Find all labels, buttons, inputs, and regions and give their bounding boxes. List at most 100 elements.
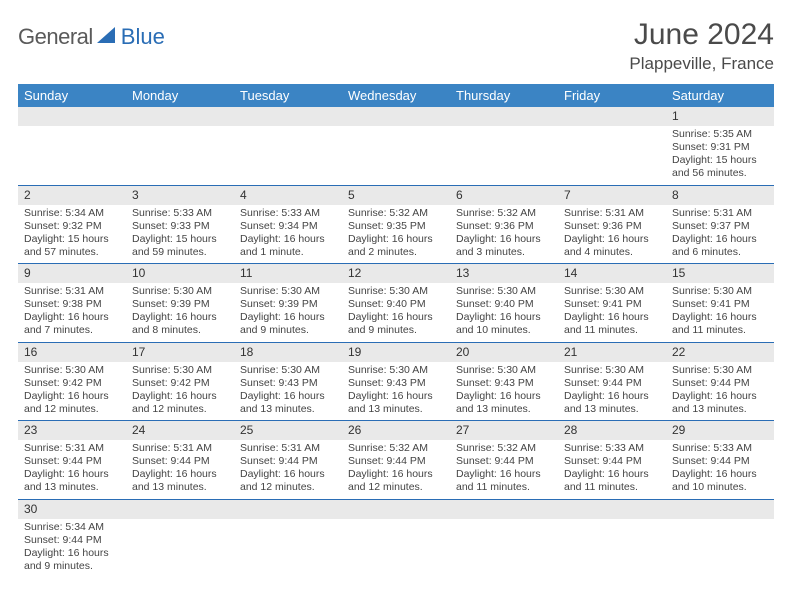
day-number-row: 9101112131415	[18, 264, 774, 284]
day-content-cell: Sunrise: 5:30 AMSunset: 9:39 PMDaylight:…	[126, 283, 234, 342]
day-number-cell	[234, 107, 342, 126]
day-number-cell: 12	[342, 264, 450, 284]
day-number-cell: 7	[558, 185, 666, 205]
day-number-cell	[558, 499, 666, 519]
day-number-cell	[18, 107, 126, 126]
day-content-cell: Sunrise: 5:30 AMSunset: 9:41 PMDaylight:…	[666, 283, 774, 342]
day-content-cell: Sunrise: 5:30 AMSunset: 9:42 PMDaylight:…	[126, 362, 234, 421]
day-content-cell: Sunrise: 5:30 AMSunset: 9:43 PMDaylight:…	[342, 362, 450, 421]
day-number-cell	[450, 499, 558, 519]
day-content-row: Sunrise: 5:31 AMSunset: 9:38 PMDaylight:…	[18, 283, 774, 342]
day-content-cell	[450, 126, 558, 185]
day-number-cell: 5	[342, 185, 450, 205]
day-content-cell	[126, 519, 234, 578]
day-number-cell: 8	[666, 185, 774, 205]
day-number-cell: 10	[126, 264, 234, 284]
day-number-row: 30	[18, 499, 774, 519]
day-content-row: Sunrise: 5:35 AMSunset: 9:31 PMDaylight:…	[18, 126, 774, 185]
weekday-header: Sunday	[18, 84, 126, 107]
day-content-cell: Sunrise: 5:33 AMSunset: 9:33 PMDaylight:…	[126, 205, 234, 264]
day-content-cell: Sunrise: 5:31 AMSunset: 9:44 PMDaylight:…	[18, 440, 126, 499]
day-number-cell: 16	[18, 342, 126, 362]
day-content-cell	[558, 519, 666, 578]
day-number-cell: 18	[234, 342, 342, 362]
day-content-cell: Sunrise: 5:33 AMSunset: 9:44 PMDaylight:…	[558, 440, 666, 499]
day-content-cell: Sunrise: 5:30 AMSunset: 9:44 PMDaylight:…	[558, 362, 666, 421]
day-number-cell: 21	[558, 342, 666, 362]
day-number-cell: 13	[450, 264, 558, 284]
day-content-cell: Sunrise: 5:32 AMSunset: 9:44 PMDaylight:…	[450, 440, 558, 499]
brand-logo: General Blue	[18, 18, 165, 50]
day-number-cell	[342, 107, 450, 126]
weekday-header: Friday	[558, 84, 666, 107]
day-content-cell: Sunrise: 5:33 AMSunset: 9:34 PMDaylight:…	[234, 205, 342, 264]
calendar-body: 1Sunrise: 5:35 AMSunset: 9:31 PMDaylight…	[18, 107, 774, 577]
brand-name-2: Blue	[121, 24, 165, 50]
location: Plappeville, France	[629, 54, 774, 74]
day-number-cell: 19	[342, 342, 450, 362]
day-number-cell: 2	[18, 185, 126, 205]
day-content-cell	[666, 519, 774, 578]
day-content-cell	[342, 519, 450, 578]
day-content-cell	[450, 519, 558, 578]
day-number-cell: 14	[558, 264, 666, 284]
header: General Blue June 2024 Plappeville, Fran…	[18, 18, 774, 74]
day-content-cell: Sunrise: 5:35 AMSunset: 9:31 PMDaylight:…	[666, 126, 774, 185]
weekday-header: Thursday	[450, 84, 558, 107]
day-number-cell: 29	[666, 421, 774, 441]
day-content-row: Sunrise: 5:30 AMSunset: 9:42 PMDaylight:…	[18, 362, 774, 421]
day-number-cell	[450, 107, 558, 126]
day-content-row: Sunrise: 5:34 AMSunset: 9:44 PMDaylight:…	[18, 519, 774, 578]
day-number-cell	[126, 107, 234, 126]
day-content-cell: Sunrise: 5:30 AMSunset: 9:43 PMDaylight:…	[234, 362, 342, 421]
day-number-cell: 23	[18, 421, 126, 441]
day-number-cell: 15	[666, 264, 774, 284]
weekday-header: Monday	[126, 84, 234, 107]
day-number-cell: 9	[18, 264, 126, 284]
day-content-cell	[126, 126, 234, 185]
day-content-cell: Sunrise: 5:30 AMSunset: 9:42 PMDaylight:…	[18, 362, 126, 421]
day-content-cell: Sunrise: 5:31 AMSunset: 9:36 PMDaylight:…	[558, 205, 666, 264]
day-content-cell: Sunrise: 5:30 AMSunset: 9:40 PMDaylight:…	[342, 283, 450, 342]
day-content-cell: Sunrise: 5:30 AMSunset: 9:40 PMDaylight:…	[450, 283, 558, 342]
day-number-cell: 24	[126, 421, 234, 441]
day-number-row: 16171819202122	[18, 342, 774, 362]
weekday-header: Tuesday	[234, 84, 342, 107]
day-content-cell: Sunrise: 5:31 AMSunset: 9:44 PMDaylight:…	[126, 440, 234, 499]
day-number-cell: 26	[342, 421, 450, 441]
title-block: June 2024 Plappeville, France	[629, 18, 774, 74]
day-number-cell: 4	[234, 185, 342, 205]
day-content-cell: Sunrise: 5:31 AMSunset: 9:44 PMDaylight:…	[234, 440, 342, 499]
day-number-cell: 20	[450, 342, 558, 362]
day-content-cell: Sunrise: 5:30 AMSunset: 9:41 PMDaylight:…	[558, 283, 666, 342]
day-content-cell	[234, 126, 342, 185]
day-content-cell: Sunrise: 5:30 AMSunset: 9:39 PMDaylight:…	[234, 283, 342, 342]
month-title: June 2024	[629, 18, 774, 52]
day-number-cell	[666, 499, 774, 519]
day-number-cell: 27	[450, 421, 558, 441]
day-number-cell	[558, 107, 666, 126]
day-content-cell: Sunrise: 5:31 AMSunset: 9:37 PMDaylight:…	[666, 205, 774, 264]
day-content-cell: Sunrise: 5:32 AMSunset: 9:44 PMDaylight:…	[342, 440, 450, 499]
day-number-row: 1	[18, 107, 774, 126]
day-content-cell: Sunrise: 5:30 AMSunset: 9:44 PMDaylight:…	[666, 362, 774, 421]
day-content-cell: Sunrise: 5:30 AMSunset: 9:43 PMDaylight:…	[450, 362, 558, 421]
day-content-cell: Sunrise: 5:33 AMSunset: 9:44 PMDaylight:…	[666, 440, 774, 499]
weekday-header-row: Sunday Monday Tuesday Wednesday Thursday…	[18, 84, 774, 107]
day-number-row: 23242526272829	[18, 421, 774, 441]
day-number-cell: 6	[450, 185, 558, 205]
day-number-cell	[234, 499, 342, 519]
brand-name-1: General	[18, 24, 93, 50]
day-content-row: Sunrise: 5:34 AMSunset: 9:32 PMDaylight:…	[18, 205, 774, 264]
day-number-cell: 17	[126, 342, 234, 362]
day-content-cell: Sunrise: 5:32 AMSunset: 9:35 PMDaylight:…	[342, 205, 450, 264]
day-number-cell: 30	[18, 499, 126, 519]
day-number-cell	[126, 499, 234, 519]
day-content-cell	[558, 126, 666, 185]
day-content-cell: Sunrise: 5:34 AMSunset: 9:44 PMDaylight:…	[18, 519, 126, 578]
day-number-cell: 28	[558, 421, 666, 441]
day-content-cell	[18, 126, 126, 185]
day-number-cell: 1	[666, 107, 774, 126]
day-content-cell	[234, 519, 342, 578]
day-number-cell: 25	[234, 421, 342, 441]
